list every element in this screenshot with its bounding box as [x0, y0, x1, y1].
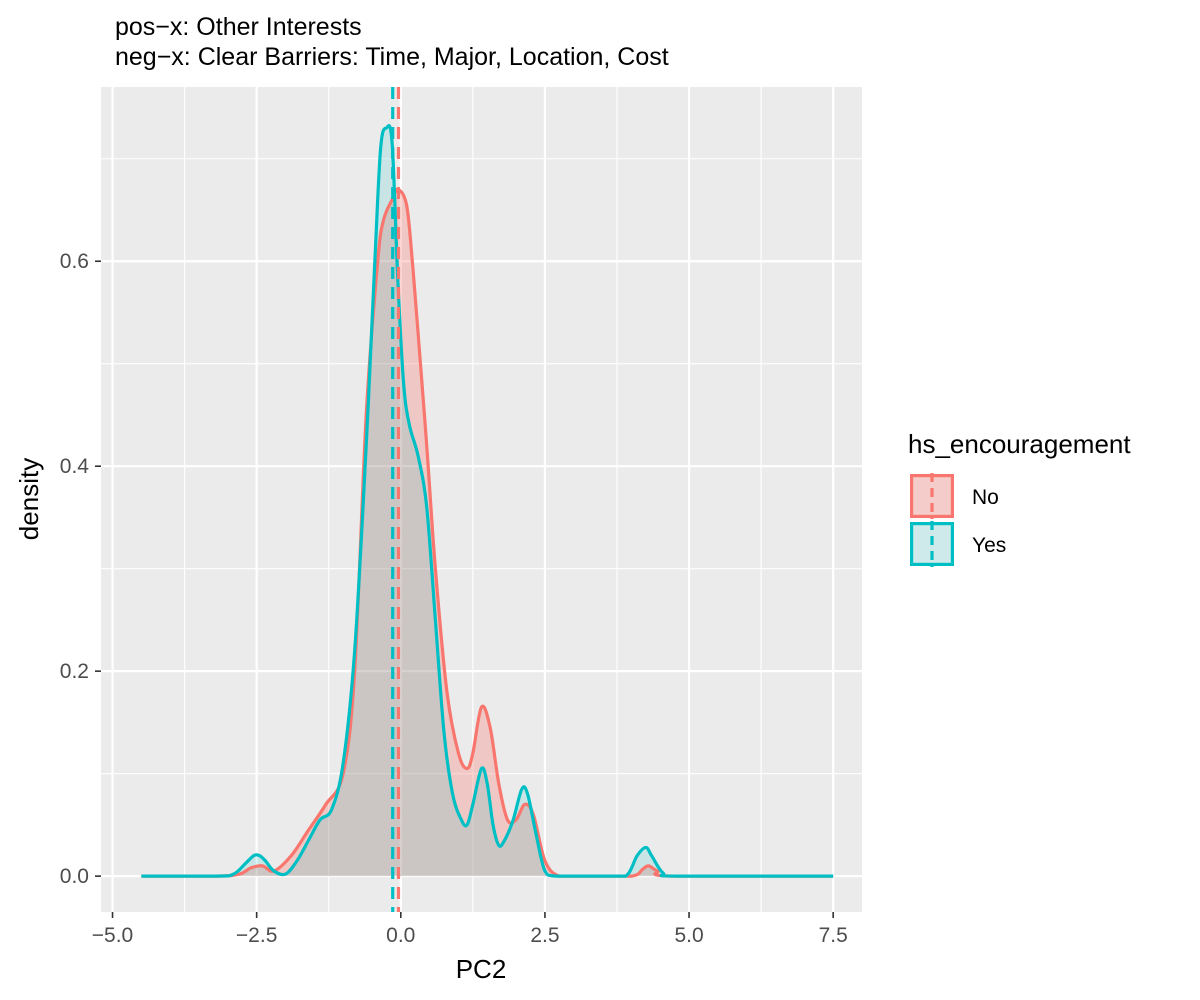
chart-title-line-1: pos−x: Other Interests: [115, 13, 362, 41]
y-axis-title: density: [14, 458, 44, 540]
grid-layer: [101, 87, 862, 912]
legend-label-yes: Yes: [972, 534, 1006, 557]
legend-label-no: No: [972, 486, 999, 509]
x-tick-label: 7.5: [819, 924, 848, 947]
x-tick-label: 0.0: [386, 924, 415, 947]
series-line-layer: [141, 124, 834, 878]
x-tick-label: 2.5: [530, 924, 559, 947]
density-line-yes: [141, 124, 834, 878]
x-tick-label: −2.5: [236, 924, 277, 947]
legend-title: hs_encouragement: [908, 429, 1131, 459]
axis-layer: −5.0 −2.5 0.0 2.5 5.0 7.5 0.0 0.2 0.4 0.6: [60, 250, 848, 947]
y-tick-label: 0.0: [60, 865, 89, 888]
y-tick-label: 0.4: [60, 455, 90, 478]
chart-title-line-2: neg−x: Clear Barriers: Time, Major, Loca…: [115, 43, 669, 71]
y-tick-label: 0.6: [60, 250, 89, 273]
density-area-no: [141, 189, 834, 877]
plot-panel: [101, 87, 862, 912]
x-axis-title: PC2: [456, 954, 507, 984]
mean-line-layer: [391, 87, 401, 912]
x-tick-label: −5.0: [92, 924, 133, 947]
legend: hs_encouragement No Yes: [908, 429, 1131, 567]
y-tick-label: 0.2: [60, 660, 89, 683]
x-tick-label: 5.0: [674, 924, 703, 947]
legend-items: No Yes: [909, 473, 1006, 567]
series-fill-layer: [141, 125, 834, 877]
